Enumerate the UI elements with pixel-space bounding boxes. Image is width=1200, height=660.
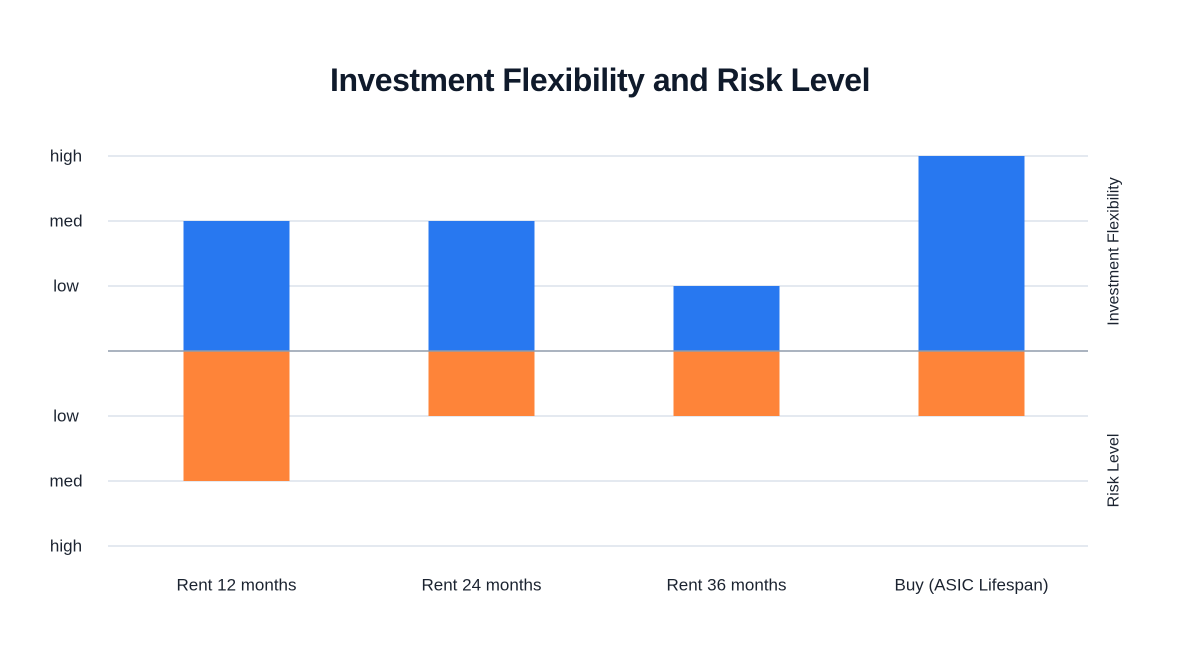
flexibility-bar [673, 286, 780, 351]
x-tick-label: Buy (ASIC Lifespan) [894, 576, 1048, 595]
y-tick-labels: low low med med high high [49, 147, 82, 556]
flexibility-bar [918, 156, 1025, 351]
y-tick-label: low [53, 407, 79, 426]
x-tick-labels: Rent 12 months Rent 24 months Rent 36 mont… [176, 576, 1048, 595]
right-axis-label-flexibility: Investment Flexibility [1106, 177, 1123, 326]
flexibility-bar [183, 221, 290, 351]
bars [183, 156, 1025, 481]
y-tick-label: high [50, 537, 82, 556]
risk-bar [918, 351, 1025, 416]
right-axis-labels: Investment Flexibility Risk Level [1106, 177, 1123, 507]
risk-bar [428, 351, 535, 416]
x-tick-label: Rent 36 months [666, 576, 786, 595]
x-tick-label: Rent 24 months [421, 576, 541, 595]
y-tick-label: med [49, 472, 82, 491]
x-tick-label: Rent 12 months [176, 576, 296, 595]
risk-bar [183, 351, 290, 481]
y-tick-label: low [53, 277, 79, 296]
y-tick-label: high [50, 147, 82, 166]
flexibility-bar [428, 221, 535, 351]
y-tick-label: med [49, 212, 82, 231]
chart-title: Investment Flexibility and Risk Level [330, 62, 870, 98]
risk-bar [673, 351, 780, 416]
right-axis-label-risk: Risk Level [1106, 434, 1123, 508]
